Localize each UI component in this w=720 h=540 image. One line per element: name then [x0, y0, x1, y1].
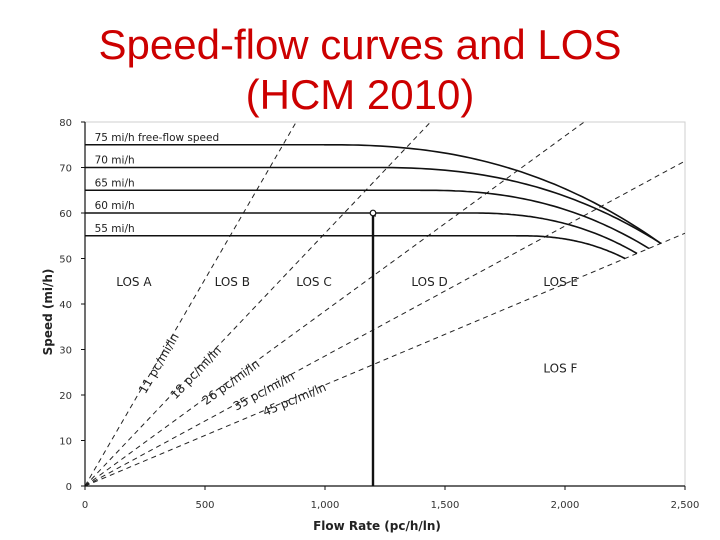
y-tick-label: 20 — [59, 391, 72, 402]
speed-flow-curve-70 — [85, 166, 662, 245]
y-tick-label: 10 — [59, 437, 72, 448]
x-tick-label: 500 — [195, 500, 214, 511]
density-line-11 — [85, 122, 297, 486]
slide-title-line-2: (HCM 2010) — [245, 71, 475, 118]
x-tick-label: 1,500 — [431, 500, 460, 511]
x-tick-label: 0 — [82, 500, 88, 511]
y-tick-label: 40 — [59, 300, 72, 311]
speed-flow-curve-65 — [85, 189, 650, 250]
y-axis-title: Speed (mi/h) — [41, 269, 55, 356]
speed-flow-curve-75 — [85, 143, 662, 245]
los-label-los-a: LOS A — [116, 275, 152, 289]
x-tick-label: 1,000 — [311, 500, 340, 511]
density-line-35 — [85, 160, 685, 486]
x-axis-title: Flow Rate (pc/h/ln) — [313, 519, 441, 533]
curve-label-60: 60 mi/h — [95, 200, 135, 212]
y-tick-label: 30 — [59, 346, 72, 357]
speed-flow-curve-55 — [85, 234, 626, 260]
y-tick-label: 80 — [59, 118, 72, 129]
y-tick-label: 70 — [59, 164, 72, 175]
los-label-los-e: LOS E — [543, 275, 578, 289]
curve-label-70: 70 mi/h — [95, 155, 135, 167]
los-label-los-d: LOS D — [411, 275, 447, 289]
y-tick-label: 60 — [59, 209, 72, 220]
curve-label-75: 75 mi/h free-flow speed — [95, 132, 220, 144]
y-tick-label: 50 — [59, 255, 72, 266]
los-label-los-f: LOS F — [543, 361, 577, 375]
curve-label-65: 65 mi/h — [95, 177, 135, 189]
slide-title-line-1: Speed-flow curves and LOS — [98, 21, 622, 68]
x-tick-label: 2,500 — [671, 500, 700, 511]
los-label-los-c: LOS C — [296, 275, 332, 289]
density-line-45 — [85, 232, 685, 486]
example-point — [369, 209, 377, 217]
plot-area-frame — [84, 121, 686, 487]
density-line-18 — [85, 122, 432, 486]
x-tick-label: 2,000 — [551, 500, 580, 511]
curve-label-55: 55 mi/h — [95, 223, 135, 235]
y-tick-label: 0 — [66, 482, 72, 493]
los-label-los-b: LOS B — [215, 275, 250, 289]
speed-flow-curve-60 — [85, 212, 638, 255]
density-line-26 — [85, 122, 586, 486]
